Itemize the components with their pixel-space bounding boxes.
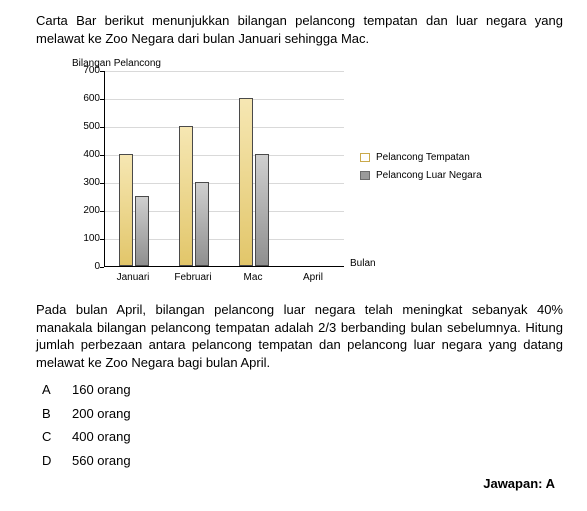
option-row[interactable]: D560 orang [42,452,563,470]
x-tick-label: Mac [244,271,263,285]
legend-label: Pelancong Luar Negara [376,169,482,183]
gridline [105,155,344,156]
y-tick-mark [100,267,104,268]
y-tick-mark [100,127,104,128]
y-tick-mark [100,155,104,156]
question-intro: Carta Bar berikut menunjukkan bilangan p… [36,12,563,47]
legend-swatch-icon [360,171,370,180]
y-tick-label: 700 [72,66,100,76]
x-tick-label: Januari [117,271,150,285]
legend-label: Pelancong Tempatan [376,151,470,165]
y-tick-label: 0 [72,262,100,272]
answer-key: Jawapan: A [36,475,563,493]
option-row[interactable]: B200 orang [42,405,563,423]
option-text: 560 orang [72,452,131,470]
x-tick-label: Februari [174,271,211,285]
exam-question: Carta Bar berikut menunjukkan bilangan p… [0,0,587,511]
x-axis-labels: Januari Februari Mac April [104,271,344,285]
y-tick-mark [100,211,104,212]
answer-options: A160 orangB200 orangC400 orangD560 orang [42,381,563,469]
y-tick-label: 200 [72,206,100,216]
option-letter: B [42,405,72,423]
bar-pelancong-tempatan [119,154,133,266]
legend: Pelancong Tempatan Pelancong Luar Negara [360,151,482,186]
gridline [105,71,344,72]
y-tick-mark [100,183,104,184]
gridline [105,127,344,128]
y-tick-label: 600 [72,94,100,104]
x-tick-label: April [303,271,323,285]
bar-pelancong-luar-negara [135,196,149,266]
option-letter: A [42,381,72,399]
y-tick-mark [100,99,104,100]
gridline [105,99,344,100]
option-row[interactable]: A160 orang [42,381,563,399]
y-tick-label: 400 [72,150,100,160]
option-row[interactable]: C400 orang [42,428,563,446]
x-axis-title: Bulan [350,257,376,271]
legend-item: Pelancong Tempatan [360,151,482,165]
y-tick-mark [100,239,104,240]
option-letter: C [42,428,72,446]
bar-pelancong-tempatan [239,98,253,266]
legend-swatch-icon [360,153,370,162]
y-tick-mark [100,71,104,72]
bar-pelancong-luar-negara [255,154,269,266]
y-tick-label: 100 [72,234,100,244]
option-text: 400 orang [72,428,131,446]
y-tick-label: 300 [72,178,100,188]
option-text: 160 orang [72,381,131,399]
bar-pelancong-luar-negara [195,182,209,266]
option-text: 200 orang [72,405,131,423]
bar-pelancong-tempatan [179,126,193,266]
plot-area [104,71,344,267]
y-tick-label: 500 [72,122,100,132]
bar-chart: Bilangan Pelancong 010020030040050060070… [50,57,530,287]
y-axis: 0100200300400500600700 [72,71,100,267]
question-body: Pada bulan April, bilangan pelancong lua… [36,301,563,371]
gridline [105,183,344,184]
option-letter: D [42,452,72,470]
legend-item: Pelancong Luar Negara [360,169,482,183]
